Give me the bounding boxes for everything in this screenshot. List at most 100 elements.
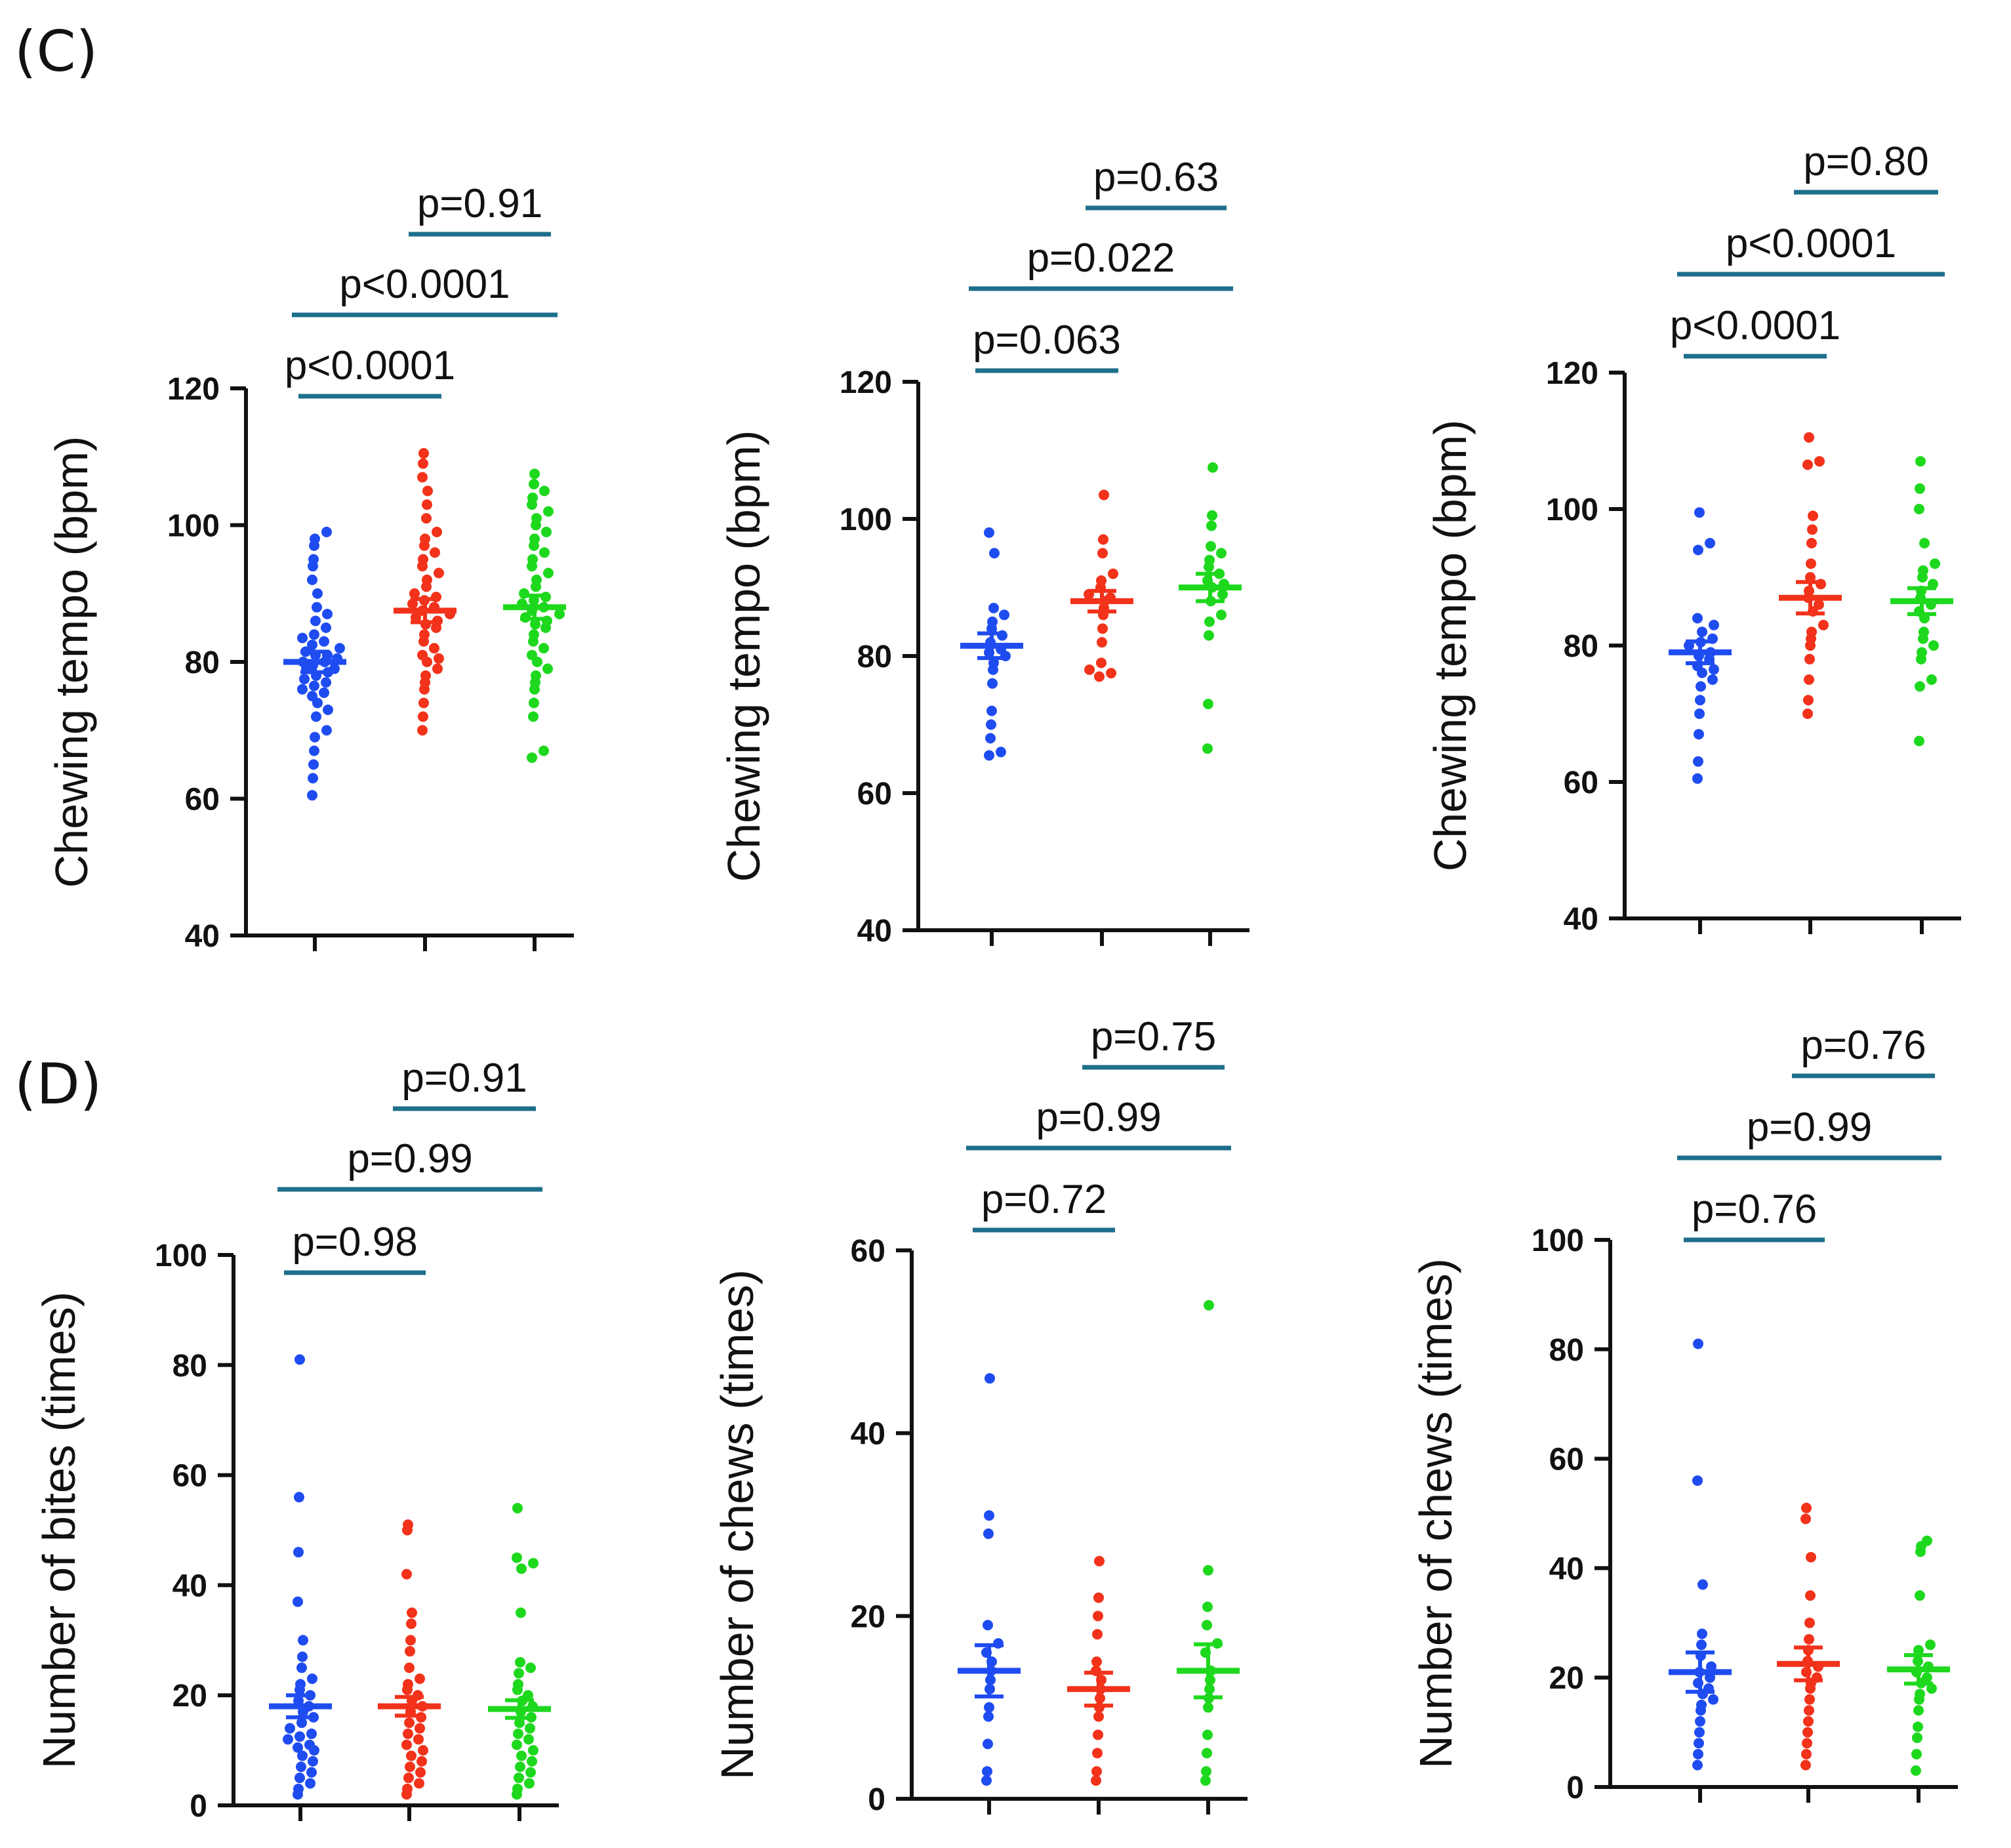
data-point xyxy=(1912,1732,1922,1743)
data-point xyxy=(1814,456,1825,467)
data-point xyxy=(293,1547,304,1558)
data-point xyxy=(1092,1629,1103,1640)
data-point xyxy=(404,1717,415,1729)
data-point xyxy=(1804,1705,1814,1716)
data-point xyxy=(321,526,332,537)
data-point xyxy=(513,1728,523,1739)
data-point xyxy=(524,1778,535,1789)
data-point xyxy=(1802,1738,1812,1749)
data-point xyxy=(1697,626,1707,638)
data-point xyxy=(1084,664,1095,675)
data-point xyxy=(421,513,432,524)
data-point xyxy=(1206,520,1217,531)
p-value-label: p=0.99 xyxy=(347,1136,472,1181)
data-point xyxy=(308,1756,318,1767)
y-tick-label: 40 xyxy=(1564,902,1598,937)
data-point xyxy=(321,622,331,633)
data-point xyxy=(1216,609,1227,621)
data-point xyxy=(405,1635,416,1646)
data-point xyxy=(418,1745,428,1756)
data-point xyxy=(515,1761,525,1773)
data-point xyxy=(516,1607,526,1618)
p-value-label: p=0.98 xyxy=(292,1220,417,1265)
chart-1: 40 60 80 100 120 Chewing tempo (bpm) p<0.0001 p… xyxy=(46,181,574,954)
data-point xyxy=(312,602,322,613)
data-point xyxy=(1097,623,1108,634)
data-point xyxy=(541,526,552,537)
data-point xyxy=(543,506,554,517)
data-point xyxy=(983,1528,994,1539)
y-tick-label: 40 xyxy=(173,1569,207,1603)
p-value-label: p=0.91 xyxy=(417,181,542,226)
data-point xyxy=(1694,729,1704,740)
data-point xyxy=(1915,456,1926,467)
data-point xyxy=(514,1717,525,1729)
data-point xyxy=(1805,572,1816,583)
data-point xyxy=(538,643,549,654)
data-point xyxy=(310,731,320,743)
p-value-label: p=0.99 xyxy=(1747,1105,1872,1150)
data-point xyxy=(297,1651,308,1662)
data-point xyxy=(985,733,996,744)
data-point xyxy=(403,1679,413,1690)
data-point xyxy=(1216,548,1227,559)
data-point xyxy=(295,1679,306,1690)
data-point xyxy=(996,747,1006,758)
data-point xyxy=(299,674,310,685)
data-point xyxy=(1697,1628,1707,1639)
data-point xyxy=(308,759,319,770)
data-point xyxy=(1802,459,1813,470)
y-tick-label: 80 xyxy=(857,640,892,674)
data-point xyxy=(531,670,541,681)
p-value-label: p=0.99 xyxy=(1036,1095,1161,1140)
data-point xyxy=(513,1679,523,1690)
y-tick-label: 60 xyxy=(851,1234,885,1269)
data-point xyxy=(1693,756,1703,767)
data-point xyxy=(311,711,321,722)
data-point xyxy=(1804,432,1814,443)
data-point xyxy=(1091,1775,1101,1786)
data-point xyxy=(527,492,538,503)
y-tick-label: 20 xyxy=(1549,1661,1584,1696)
data-point xyxy=(306,1767,317,1778)
data-point xyxy=(1919,626,1929,638)
data-point xyxy=(1207,510,1217,521)
y-tick-label: 40 xyxy=(851,1417,885,1452)
data-point xyxy=(983,1711,994,1722)
data-point xyxy=(295,1773,305,1784)
data-point xyxy=(329,663,340,674)
data-point xyxy=(422,485,433,497)
data-point xyxy=(297,684,308,695)
data-point xyxy=(1926,1683,1937,1694)
data-point xyxy=(1806,626,1817,638)
p-value-label: p=0.63 xyxy=(1093,155,1219,200)
data-point xyxy=(419,629,430,640)
data-point xyxy=(1692,1759,1703,1771)
y-tick-label: 20 xyxy=(173,1679,207,1714)
p-value-label: p=0.75 xyxy=(1091,1014,1216,1059)
data-point xyxy=(986,705,997,716)
data-point xyxy=(432,526,442,537)
data-point xyxy=(1922,1535,1932,1546)
p-value-label: p<0.0001 xyxy=(1726,221,1896,266)
data-point xyxy=(415,1767,426,1778)
y-axis-label: Chewing tempo (bpm) xyxy=(718,430,769,882)
data-point xyxy=(429,643,439,654)
data-point xyxy=(530,619,540,630)
data-point xyxy=(543,567,554,579)
data-point xyxy=(512,1552,522,1563)
data-point xyxy=(988,602,999,613)
data-point xyxy=(1093,1729,1103,1740)
data-point xyxy=(1093,1611,1103,1622)
data-point xyxy=(1091,1656,1102,1667)
data-point xyxy=(1203,1702,1213,1713)
data-point xyxy=(1919,538,1930,548)
data-point xyxy=(295,1354,305,1365)
p-value-label: p<0.0001 xyxy=(285,343,455,388)
y-axis-label: Number of chews (times) xyxy=(1410,1258,1461,1769)
data-point xyxy=(307,574,317,585)
data-point xyxy=(1694,507,1705,518)
data-point xyxy=(554,609,565,620)
data-point xyxy=(1800,1513,1811,1525)
